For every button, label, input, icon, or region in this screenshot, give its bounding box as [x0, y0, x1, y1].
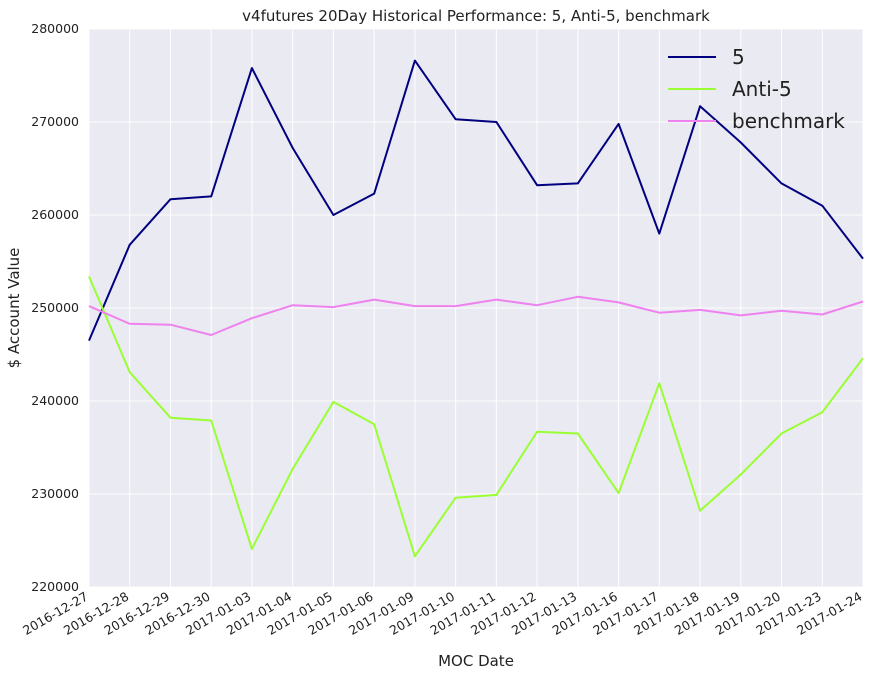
legend: 5 Anti-5 benchmark — [668, 45, 845, 133]
legend-label: 5 — [732, 45, 745, 69]
y-tick-label: 240000 — [31, 393, 79, 408]
series-line — [88, 276, 864, 558]
series-line — [88, 295, 864, 336]
y-tick-label: 260000 — [31, 207, 79, 222]
y-tick-label: 230000 — [31, 486, 79, 501]
grid-lines — [88, 28, 864, 588]
x-axis-ticks: 2016-12-272016-12-282016-12-292016-12-30… — [20, 589, 864, 638]
y-tick-label: 270000 — [31, 114, 79, 129]
y-axis-label: $ Account Value — [5, 248, 23, 369]
x-axis-label: MOC Date — [438, 652, 514, 670]
y-tick-label: 280000 — [31, 21, 79, 36]
y-tick-label: 220000 — [31, 579, 79, 594]
series-line — [88, 59, 864, 341]
legend-label: Anti-5 — [732, 77, 792, 101]
legend-label: benchmark — [732, 109, 845, 133]
chart-title: v4futures 20Day Historical Performance: … — [242, 7, 710, 25]
series-lines — [88, 59, 864, 558]
y-tick-label: 250000 — [31, 300, 79, 315]
y-axis-ticks: 220000 230000 240000 250000 260000 270000 2800… — [31, 21, 79, 594]
